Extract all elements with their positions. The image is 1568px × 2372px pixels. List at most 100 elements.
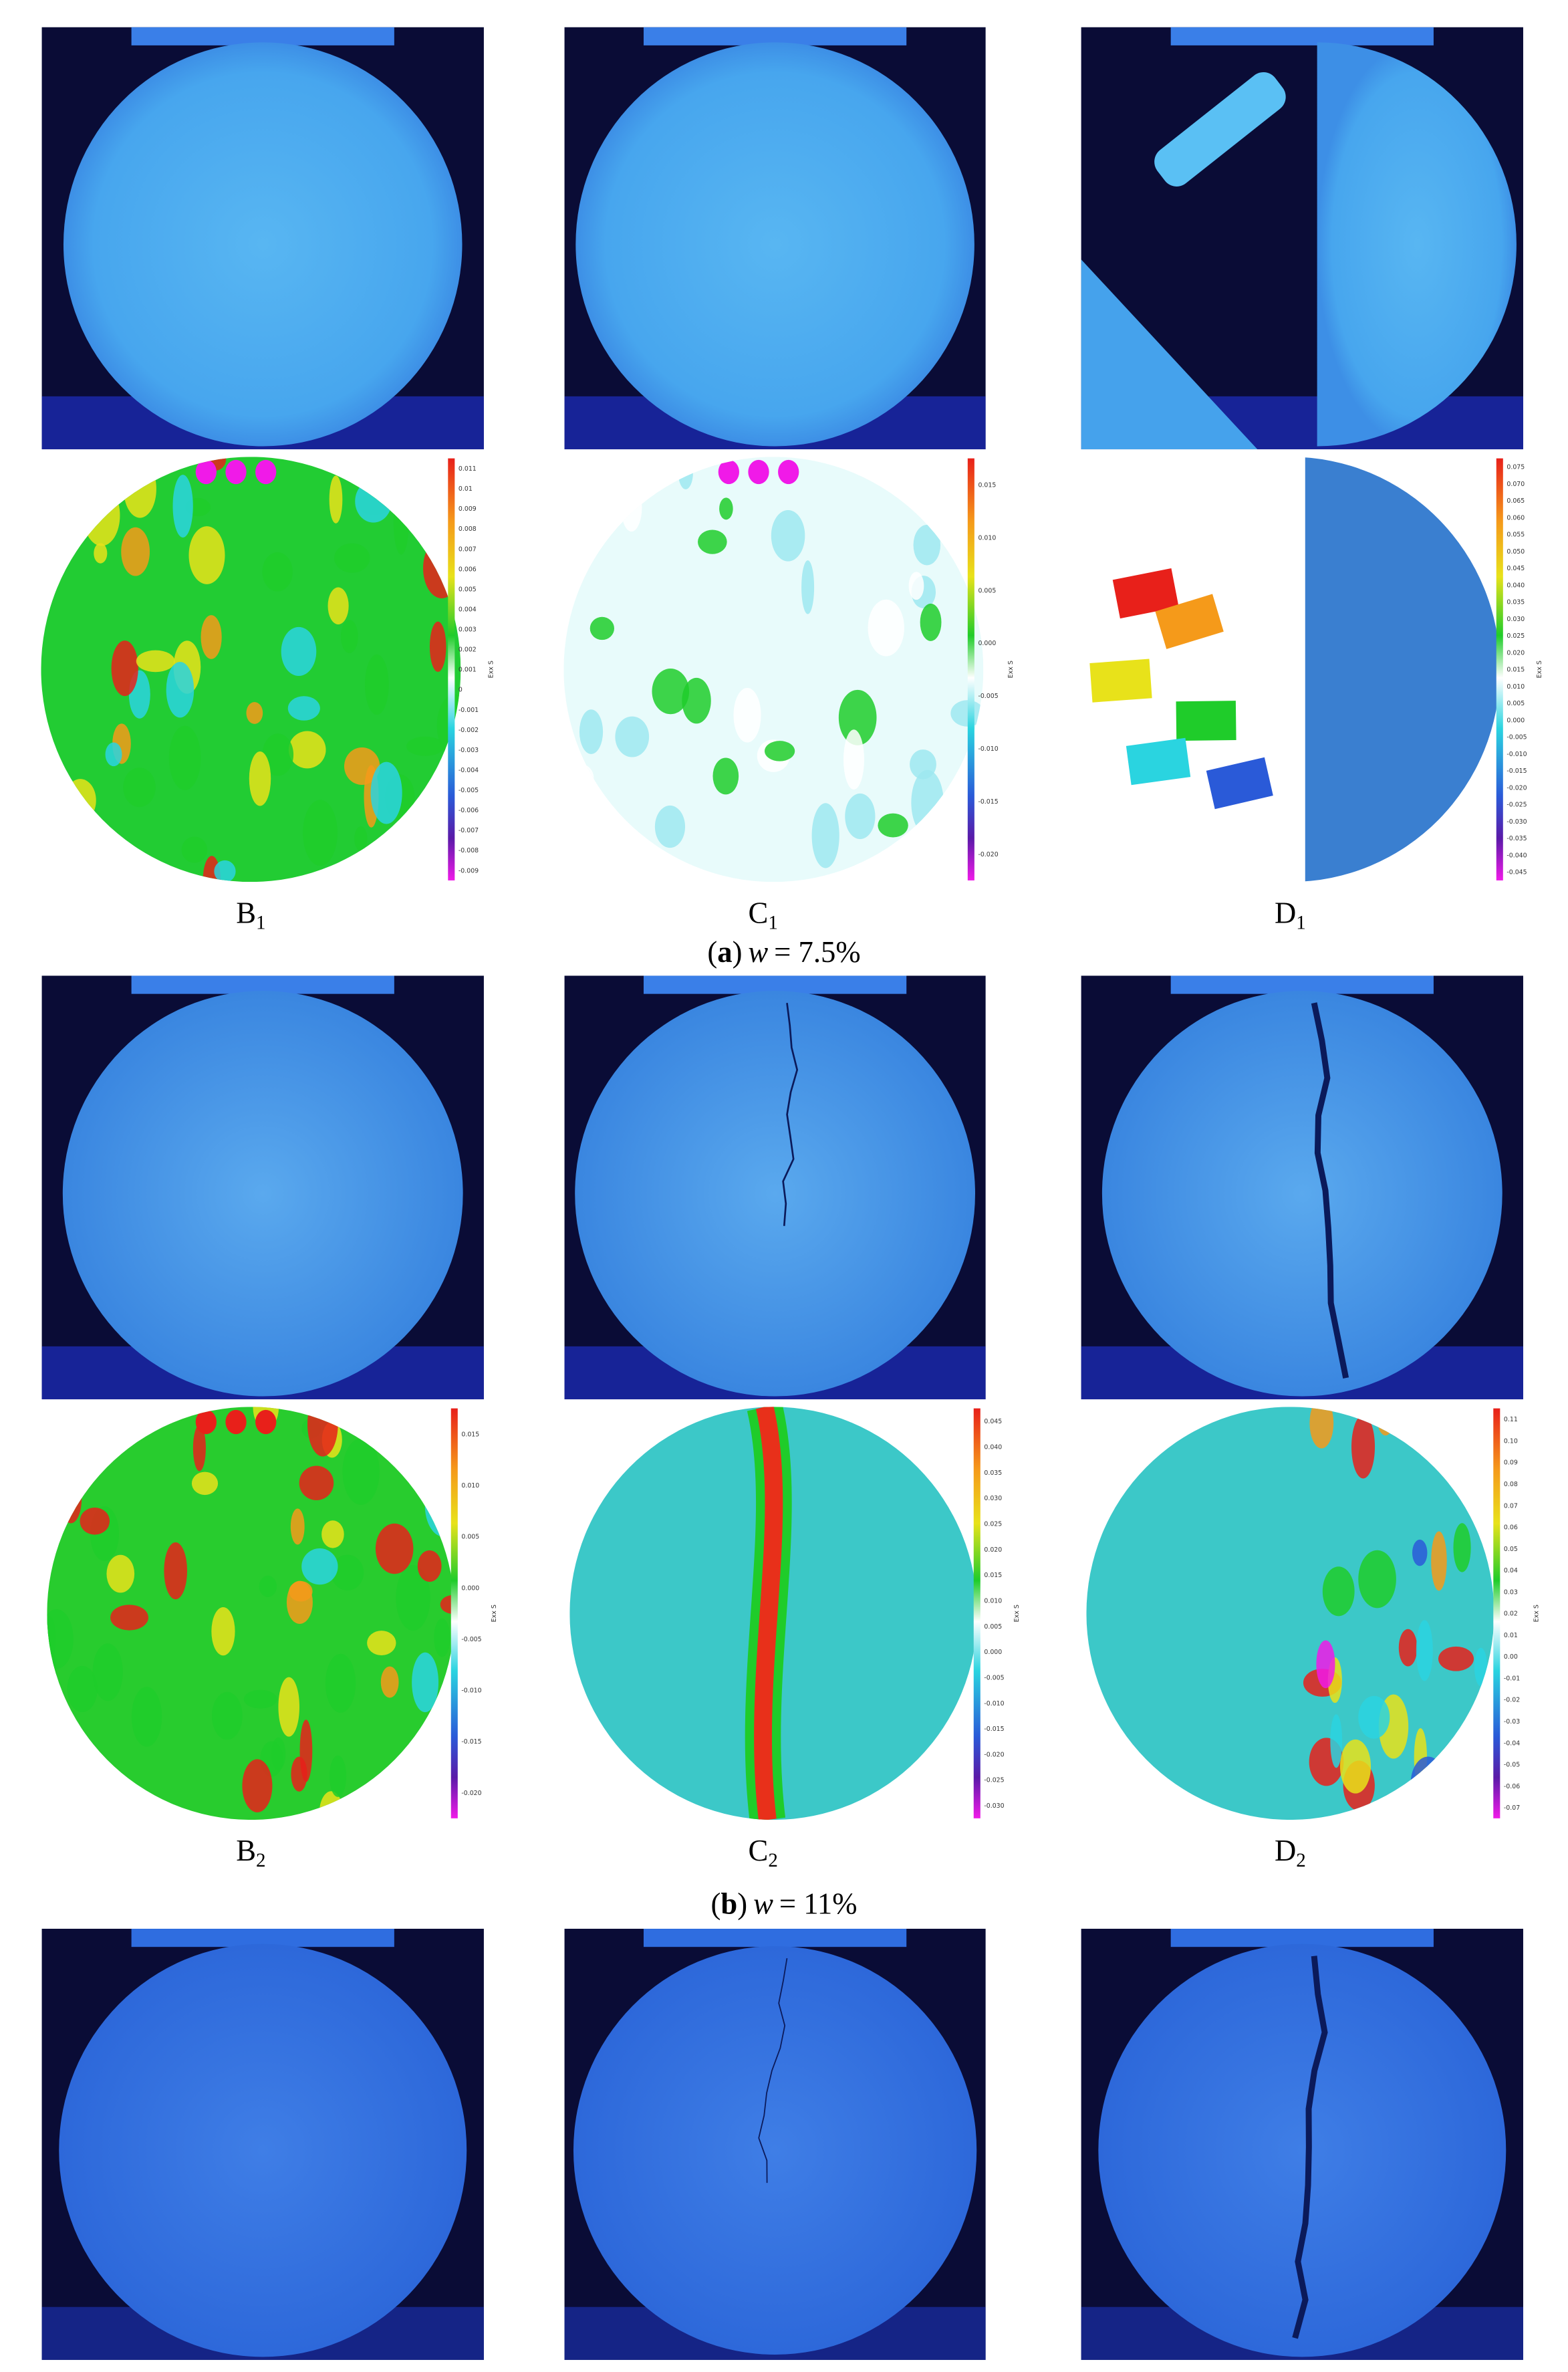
strain-blob bbox=[590, 616, 614, 640]
panel-subscript: 1 bbox=[256, 912, 266, 933]
strain-blob bbox=[380, 1666, 399, 1698]
colorbar-tick-label: 0.008 bbox=[459, 525, 477, 533]
strain-blob bbox=[764, 741, 795, 761]
strain-blob bbox=[364, 654, 389, 715]
panel-subscript: 1 bbox=[768, 912, 778, 933]
caption-close: ) bbox=[733, 935, 743, 969]
colorbar-tick-label: 0.040 bbox=[1507, 582, 1525, 589]
strain-blob bbox=[375, 1523, 414, 1574]
edge-hotspot bbox=[718, 459, 739, 485]
strain-blob bbox=[423, 538, 461, 598]
fragment bbox=[1176, 701, 1236, 741]
colorbar-tick-label: -0.015 bbox=[461, 1738, 481, 1746]
specimen-photo bbox=[564, 27, 986, 450]
specimen-photo bbox=[1081, 1929, 1523, 2360]
colorbar-tick-label: -0.010 bbox=[461, 1687, 481, 1695]
strain-blob bbox=[41, 790, 76, 856]
strain-blob bbox=[191, 1471, 219, 1496]
colorbar bbox=[448, 458, 455, 880]
strain-blob bbox=[1416, 1620, 1433, 1681]
colorbar-tick-label: 0.010 bbox=[978, 534, 996, 542]
strain-blob bbox=[878, 813, 908, 838]
strain-blob bbox=[910, 749, 936, 780]
strain-blob bbox=[83, 485, 120, 546]
strain-blob bbox=[288, 731, 326, 769]
strain-blob bbox=[67, 1665, 98, 1712]
strain-blob bbox=[329, 475, 343, 523]
colorbar-tick-label: 0.07 bbox=[1504, 1502, 1518, 1510]
colorbar-tick-label: -0.020 bbox=[1507, 784, 1527, 792]
strain-blob bbox=[262, 733, 294, 776]
colorbar-tick-label: 0.065 bbox=[1507, 497, 1525, 505]
strain-blob bbox=[434, 1618, 450, 1657]
strain-blob bbox=[1438, 1646, 1474, 1671]
strain-blob bbox=[201, 615, 222, 659]
strain-blob bbox=[123, 459, 156, 518]
panel-letter: C bbox=[749, 1834, 769, 1867]
strain-blob bbox=[121, 527, 150, 576]
strain-blob bbox=[321, 1520, 344, 1548]
colorbar-tick-label: 0.005 bbox=[978, 587, 996, 594]
panel-label: D2 bbox=[1275, 1834, 1306, 1871]
colorbar-tick-label: 0.030 bbox=[1507, 616, 1525, 623]
strain-blob bbox=[249, 751, 271, 806]
colorbar-tick-label: -0.030 bbox=[984, 1802, 1004, 1810]
colorbar-tick-label: 0.010 bbox=[1507, 683, 1525, 691]
panel-subscript: 1 bbox=[1296, 912, 1306, 933]
colorbar-tick-label: 0.02 bbox=[1504, 1611, 1518, 1618]
strain-map: 0.075 0.070 0.065 0.060 0.055 0.050 0.045 0.040… bbox=[1080, 457, 1543, 882]
strain-blob bbox=[719, 497, 733, 520]
colorbar-tick-label: 0.045 bbox=[1507, 565, 1525, 572]
colorbar-tick-label: 0.020 bbox=[984, 1546, 1002, 1554]
caption-open: ( bbox=[707, 935, 717, 969]
strain-blob bbox=[111, 640, 138, 697]
colorbar-tick-label: 0.060 bbox=[1507, 514, 1525, 521]
strain-blob bbox=[733, 687, 761, 743]
caption-close: ) bbox=[737, 1887, 747, 1920]
strain-blob bbox=[838, 689, 877, 745]
strain-blob bbox=[105, 742, 122, 767]
loading-platen bbox=[131, 1929, 394, 1947]
strain-blob bbox=[214, 860, 236, 882]
crack bbox=[1292, 1955, 1328, 2339]
strain-blob bbox=[908, 572, 924, 600]
strain-blob bbox=[110, 1605, 148, 1631]
strain-blob bbox=[259, 1575, 277, 1597]
colorbar-tick-label: -0.015 bbox=[978, 798, 998, 806]
strain-blob bbox=[393, 490, 409, 555]
strain-blob bbox=[192, 1425, 206, 1471]
colorbar-tick-label: 0.005 bbox=[461, 1534, 479, 1541]
panel-subscript: 2 bbox=[768, 1850, 778, 1871]
colorbar-tick-label: 0.03 bbox=[1504, 1588, 1518, 1596]
panel-label: B1 bbox=[236, 896, 265, 933]
colorbar-tick-label: -0.005 bbox=[461, 1636, 481, 1643]
colorbar-tick-label: 0.035 bbox=[1507, 599, 1525, 606]
strain-blob bbox=[281, 626, 317, 677]
strain-blob bbox=[698, 529, 727, 554]
strain-blob bbox=[366, 460, 398, 499]
colorbar-tick-label: 0.015 bbox=[978, 481, 996, 489]
colorbar-tick-label: 0.010 bbox=[984, 1597, 1002, 1605]
panel-letter: B bbox=[236, 896, 256, 929]
strain-blob bbox=[367, 1631, 396, 1656]
colorbar bbox=[967, 458, 974, 880]
strain-blob bbox=[845, 793, 876, 840]
colorbar-tick-label: -0.009 bbox=[459, 867, 479, 874]
field-base bbox=[47, 1407, 455, 1820]
strain-blob bbox=[290, 1508, 305, 1545]
strain-blob bbox=[242, 1759, 273, 1812]
panel-subscript: 2 bbox=[1296, 1850, 1306, 1871]
colorbar-title: Exx S bbox=[1007, 661, 1015, 678]
fragment bbox=[1126, 737, 1191, 786]
colorbar-tick-label: 0.005 bbox=[984, 1623, 1002, 1631]
colorbar-tick-label: 0.10 bbox=[1504, 1437, 1518, 1445]
colorbar-tick-label: 0.005 bbox=[1507, 700, 1525, 707]
strain-blob bbox=[106, 1554, 135, 1593]
colorbar-tick-label: 0.001 bbox=[459, 667, 477, 674]
caption-rest: = 7.5% bbox=[774, 935, 860, 969]
strain-blob bbox=[801, 560, 815, 614]
strain-blob bbox=[604, 461, 629, 498]
colorbar-tick-label: 0.09 bbox=[1504, 1459, 1518, 1467]
colorbar-title: Exx S bbox=[1533, 1605, 1540, 1622]
